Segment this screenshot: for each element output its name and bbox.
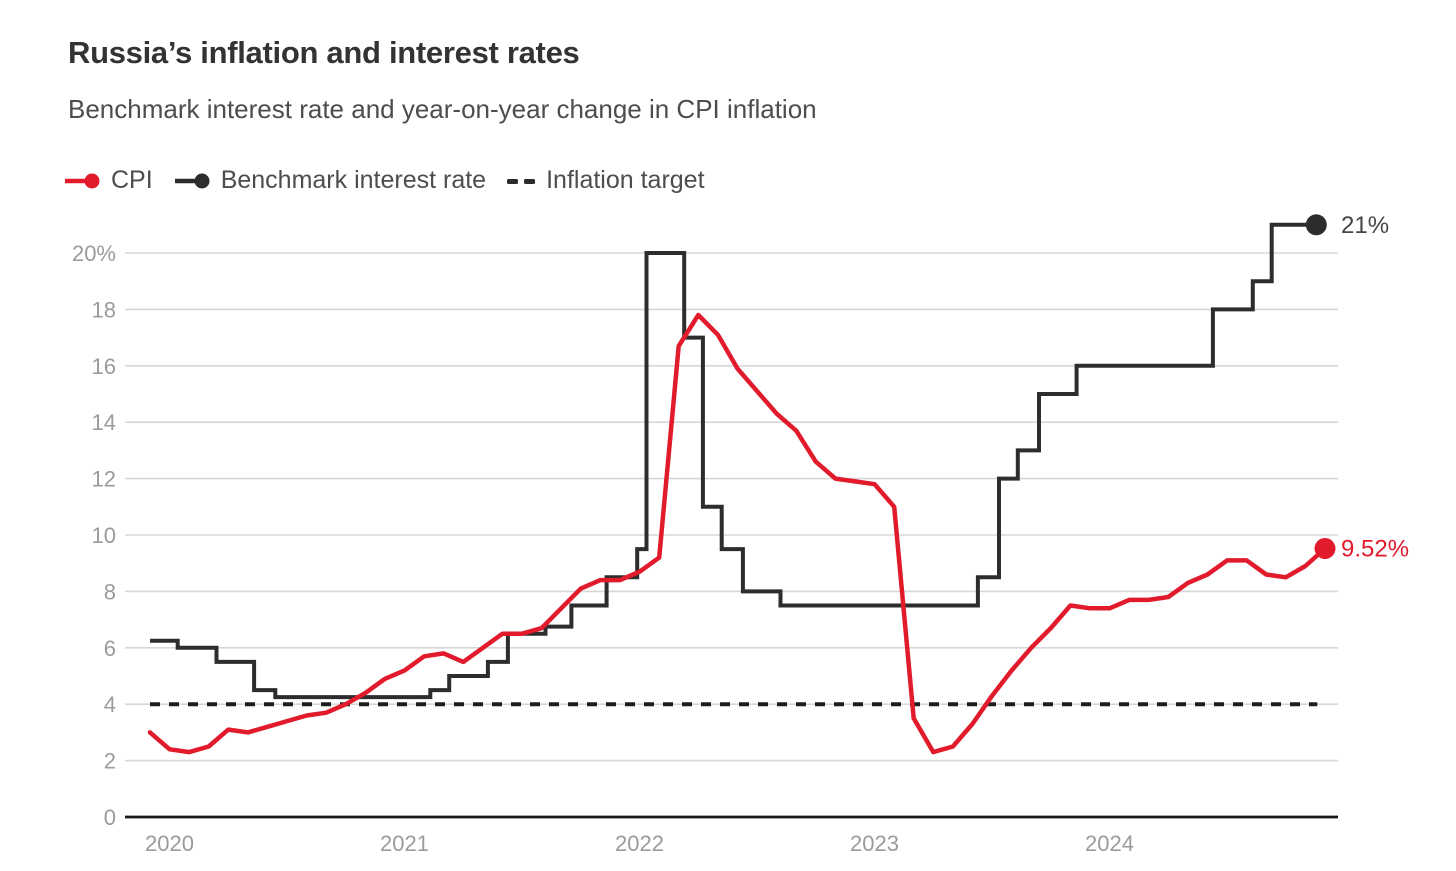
cpi-end-dot [1314,538,1336,559]
benchmark-end-dot [1305,214,1327,236]
legend: CPI Benchmark interest rate Inflation ta… [64,166,705,195]
y-tick-label: 8 [104,579,116,604]
legend-item-target: Inflation target [507,166,705,195]
cpi-end-label: 9.52% [1341,536,1409,563]
y-tick-label: 2 [104,749,116,774]
y-tick-label: 18 [92,297,116,322]
legend-label-target: Inflation target [546,166,705,194]
legend-label-cpi: CPI [111,166,153,194]
cpi-line-dot-icon [65,173,100,188]
chart-title: Russia’s inflation and interest rates [68,35,580,70]
benchmark-end-label: 21% [1341,212,1389,239]
x-tick-label: 2021 [380,831,429,856]
y-tick-label: 12 [92,467,116,492]
benchmark-rate-line [150,222,1317,700]
benchmark-line-dot-icon [174,173,210,188]
y-tick-label: 16 [92,354,116,379]
y-tick-label: 6 [104,636,116,661]
x-tick-label: 2022 [615,831,664,856]
y-tick-label: 10 [92,523,116,548]
x-tick-label: 2024 [1085,831,1134,856]
legend-label-benchmark: Benchmark interest rate [220,166,487,194]
y-tick-label: 20% [72,241,116,266]
inflation-target-dash-icon [507,178,536,184]
y-tick-label: 14 [92,410,116,435]
y-tick-label: 4 [104,692,116,717]
cpi-line [147,312,1328,755]
x-tick-label: 2023 [850,831,899,856]
y-tick-label: 0 [104,805,116,830]
legend-item-cpi: CPI [64,166,153,195]
x-tick-label: 2020 [145,831,194,856]
legend-item-benchmark: Benchmark interest rate [174,166,486,195]
chart-subtitle: Benchmark interest rate and year-on-year… [68,94,817,124]
